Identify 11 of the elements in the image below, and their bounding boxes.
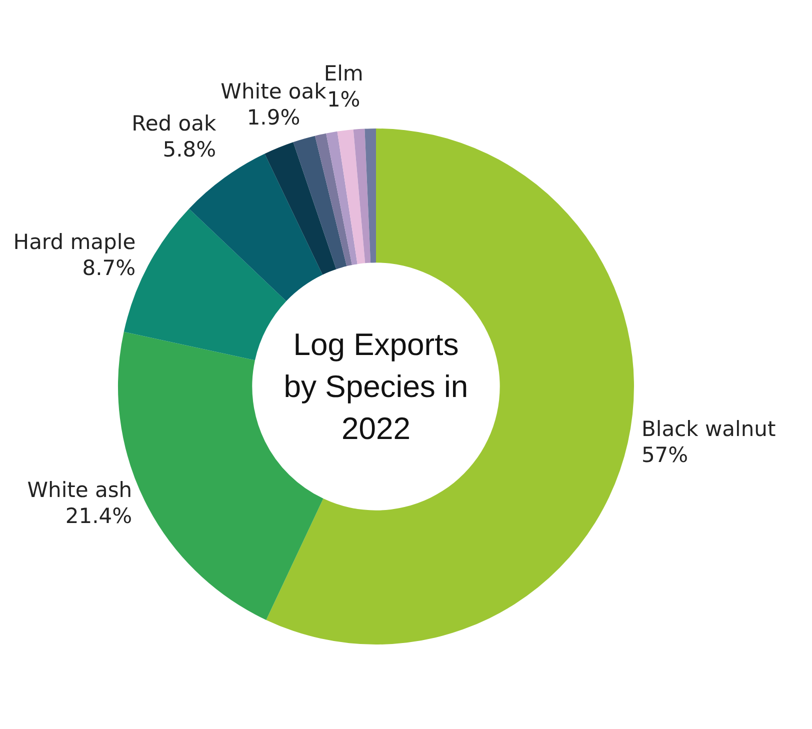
data-label: 5.8% [162, 137, 216, 162]
data-label: 57% [641, 442, 688, 467]
data-label: 1% [326, 87, 360, 112]
text: Log Exports by Species in 2022 [282, 326, 470, 448]
data-label: 1.9% [246, 106, 300, 130]
slice-label: Hard maple [13, 230, 136, 254]
data-label: 8.7% [82, 256, 136, 280]
slice-label: Black walnut [641, 416, 776, 441]
data-label: 21.4% [65, 504, 132, 528]
slice-label: White ash [27, 478, 132, 502]
slice-label: Red oak [132, 111, 217, 136]
